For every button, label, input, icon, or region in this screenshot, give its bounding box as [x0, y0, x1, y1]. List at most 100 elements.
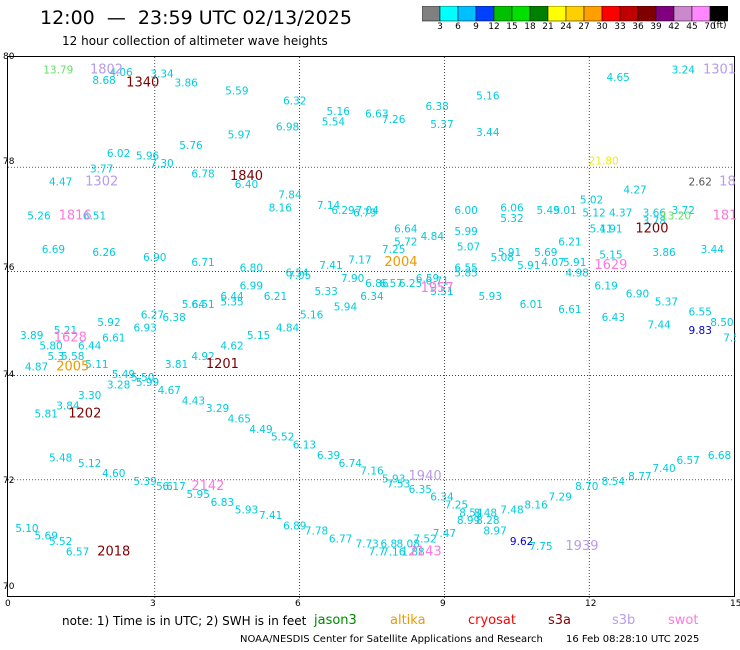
wave-height-value: 5.16	[300, 309, 324, 321]
wave-height-value: 5.54	[322, 117, 346, 129]
wave-height-value: 5.39	[133, 476, 156, 488]
colorbar-unit: (ft)	[713, 21, 727, 31]
wave-height-value: 3.29	[206, 403, 229, 415]
wave-height-value: 7.75	[529, 541, 552, 553]
wave-height-value: 7.53	[387, 479, 410, 491]
wave-height-value: 4.47	[49, 176, 72, 188]
wave-height-value: 9.83	[689, 325, 712, 337]
wave-height-value: 7.84	[278, 189, 302, 201]
wave-height-value: 6.99	[240, 281, 263, 293]
wave-height-value: 6.63	[365, 109, 388, 121]
wave-height-value: 3.28	[107, 380, 130, 392]
wave-height-value: 6.74	[339, 458, 363, 470]
x-tick-label: 0	[5, 599, 11, 609]
pass-time-label: 1340	[126, 75, 159, 90]
wave-height-value: 3.30	[78, 390, 101, 402]
wave-height-value: 8.48	[474, 507, 497, 519]
pass-time-label: 1202	[68, 406, 101, 421]
colorbar-tick-label: 18	[524, 22, 536, 32]
wave-height-value: 3.34	[150, 69, 174, 81]
pass-time-label: 1629	[594, 258, 627, 273]
wave-height-value: 6.68	[708, 450, 731, 462]
wave-height-value: 6.61	[558, 304, 581, 316]
colorbar-tick-label: 36	[632, 22, 644, 32]
wave-height-value: 6.57	[676, 455, 699, 467]
wave-height-value: 5.52	[271, 432, 294, 444]
wave-height-value: 8.68	[92, 75, 115, 87]
wave-height-value: 7.05	[288, 270, 311, 282]
colorbar-swatch	[422, 6, 441, 22]
wave-height-value: 5.48	[49, 453, 72, 465]
wave-height-value: 5.85	[454, 268, 477, 280]
wave-height-value: 6.06	[500, 202, 524, 214]
wave-height-value: 7.41	[319, 260, 342, 272]
wave-height-value: 5.93	[479, 291, 502, 303]
wave-height-value: 6.34	[360, 291, 384, 303]
colorbar-swatch	[439, 6, 459, 22]
wave-height-value: 8.08	[397, 539, 420, 551]
wave-height-value: 6.27	[141, 309, 164, 321]
wave-height-value: 7.29	[549, 492, 572, 504]
wave-height-value: 6.78	[191, 169, 214, 181]
wave-height-value: 6.01	[520, 299, 543, 311]
page-title: 12:00 — 23:59 UTC 02/13/2025	[40, 7, 352, 29]
colorbar-swatch	[529, 6, 549, 22]
wave-height-value: 5.10	[15, 523, 38, 535]
wave-height-value: 6.69	[42, 244, 65, 256]
note-text: note: 1) Time is in UTC; 2) SWH is in fe…	[62, 614, 307, 628]
wave-height-value: 6.44	[220, 291, 244, 303]
wave-height-value: 4.65	[606, 72, 629, 84]
wave-height-value: 2.62	[689, 176, 712, 188]
wave-height-value: 5.91	[563, 257, 586, 269]
y-tick-label: 74	[3, 369, 15, 380]
pass-time-label: 1628	[54, 331, 87, 346]
pass-time-label: 2018	[97, 544, 130, 559]
wave-height-value: 8.70	[575, 481, 598, 493]
wave-height-value: 5.93	[235, 505, 258, 517]
wave-height-value: 5.07	[457, 242, 480, 254]
wave-height-value: 7.30	[150, 158, 173, 170]
colorbar-tick-label: 21	[542, 22, 554, 32]
wave-height-value: 4.27	[623, 184, 646, 196]
colorbar-tick-label: 15	[506, 22, 518, 32]
colorbar-tick-label: 45	[686, 22, 698, 32]
wave-height-value: 7.7	[368, 546, 385, 558]
y-tick-label: 70	[3, 582, 15, 592]
colorbar-tick-label: 30	[596, 22, 608, 32]
wave-height-value: 6.44	[78, 341, 102, 353]
colorbar-swatch	[511, 6, 531, 22]
wave-height-value: 7.48	[500, 505, 523, 517]
pass-time-label: 1200	[635, 221, 668, 236]
colorbar-swatch	[601, 6, 621, 22]
pass-time-label: 2004	[384, 255, 417, 270]
satellite-legend-item-jason3: jason3	[314, 613, 357, 628]
wave-height-value: 6.35	[409, 484, 432, 496]
satellite-legend-item-altika: altika	[390, 613, 426, 628]
wave-height-value: 5.35	[220, 296, 243, 308]
x-tick-label: 12	[585, 599, 597, 609]
wave-height-value: 5.99	[454, 226, 477, 238]
pass-time-label: 2142	[191, 479, 224, 494]
wave-height-value: 4.49	[249, 424, 272, 436]
wave-height-value: 6.19	[594, 281, 617, 293]
wave-height-map: 13.79 8.68 4.06 3.34 3.86 5.59 6.32 5.16 6.63 7.2…	[7, 56, 736, 598]
wave-height-value: 7.5	[723, 333, 736, 345]
wave-height-value: 3.84	[56, 400, 80, 412]
x-tick-label: 6	[295, 599, 301, 609]
wave-height-value: 6.93	[133, 322, 156, 334]
wave-height-value: 6.29	[331, 205, 354, 217]
wave-height-value: 4.87	[25, 361, 48, 373]
wave-height-value: 5.6	[156, 481, 173, 493]
wave-height-value: 7.26	[382, 114, 406, 126]
satellite-legend-item-s3a: s3a	[548, 613, 572, 628]
wave-height-value: 7.41	[259, 510, 282, 522]
wave-height-value: 6.55	[454, 262, 477, 274]
wave-height-value: 5.49	[536, 205, 559, 217]
wave-height-value: 3.89	[20, 330, 43, 342]
colorbar-swatch	[691, 6, 711, 22]
wave-height-value: 4.67	[158, 385, 181, 397]
colorbar-swatch	[547, 6, 567, 22]
pass-time-label: 1840	[230, 169, 263, 184]
colorbar-swatch	[673, 6, 693, 22]
satellite-legend-item-swot: swot	[668, 613, 699, 628]
